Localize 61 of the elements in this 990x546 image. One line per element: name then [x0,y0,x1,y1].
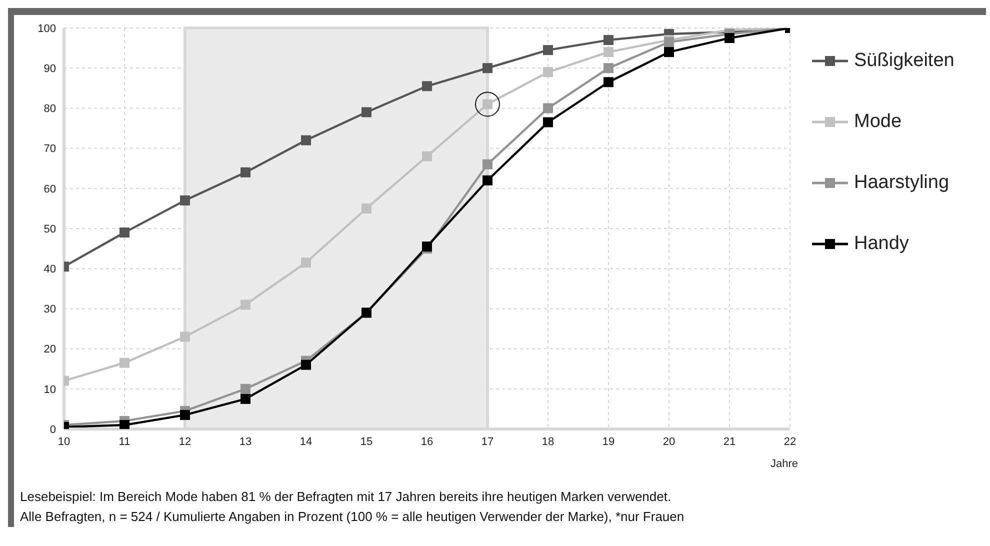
point [240,167,250,178]
text: Lesebeispiel: Im Bereich Mode haben 81 % der Befragten mit 17 Jahren bereits ihre heutigen Marken verwendet. [20,488,672,506]
point [362,203,372,214]
point [240,300,250,310]
point [301,135,311,146]
y-tick-label: 100 [38,22,56,35]
y-tick-label: 20 [44,344,56,356]
y-tick-label: 90 [44,63,56,76]
x-tick-label: 19 [602,436,615,448]
x-tick-label: 10 [58,436,70,448]
point [724,33,734,44]
point [240,384,250,394]
x-tick-label: 12 [178,436,192,448]
legend-label: Haarstyling [854,172,950,194]
x-axis-title: Jahre [770,458,798,470]
point [301,360,311,370]
point [180,332,190,342]
point [120,420,130,429]
point [120,358,130,368]
point [543,103,553,114]
x-tick-label: 18 [542,436,554,448]
text: Alle Befragten, n = 524 / Kumulierte Angaben in Prozent (100 % = alle heutigen Verwender der Marke), *nur Frauen [20,508,686,526]
y-tick-label: 30 [44,304,56,316]
x-tick-label: 20 [662,436,676,448]
point [482,175,492,186]
point [301,258,311,268]
x-tick-label: 11 [118,436,130,448]
point [664,47,674,58]
legend-label: Handy [854,232,909,254]
point [482,159,492,170]
point [604,63,614,74]
point [604,77,614,88]
point [180,195,190,206]
y-tick-label: 0 [50,424,56,436]
point [422,81,432,92]
point [604,47,614,58]
point [604,35,614,46]
point [543,117,553,128]
legend-label: Mode [854,110,902,132]
point [240,394,250,404]
y-tick-label: 60 [44,183,56,196]
x-tick-label: 13 [239,436,252,448]
point [543,67,553,78]
y-tick-label: 70 [44,143,56,156]
point [482,63,492,74]
y-tick-label: 10 [44,384,56,396]
point [543,45,553,56]
x-tick-label: 14 [300,436,312,448]
legend-label: Süßigkeiten [854,50,954,72]
y-tick-label: 40 [44,264,56,276]
x-tick-label: 17 [481,436,494,448]
point [362,107,372,118]
x-tick-label: 22 [784,436,796,448]
x-tick-label: 15 [360,436,373,448]
x-tick-label: 21 [723,436,736,448]
point [180,410,190,420]
x-tick-label: 16 [420,436,434,448]
point [120,228,130,238]
y-tick-label: 50 [44,223,56,236]
y-tick-label: 80 [44,103,56,116]
point [422,151,432,162]
